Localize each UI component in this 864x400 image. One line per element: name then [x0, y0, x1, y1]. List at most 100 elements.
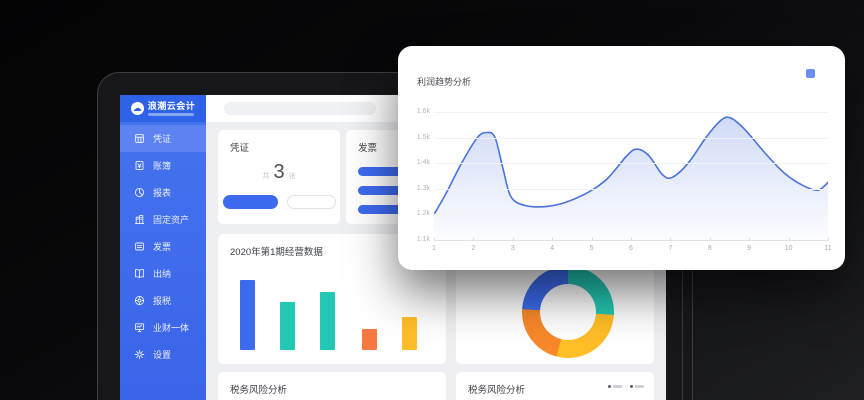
operating-bar: [402, 317, 417, 350]
legend-dot-icon: [630, 385, 633, 388]
x-axis-tick: [631, 238, 632, 241]
trend-line: [434, 116, 828, 216]
x-axis-tick: [512, 238, 514, 241]
x-axis-label: 7: [668, 245, 673, 252]
donut-hole: [540, 284, 596, 340]
voucher-card-title: 凭证: [230, 143, 250, 154]
tax-risk-card-right: 税务风险分析: [456, 372, 654, 400]
y-axis-label: 1.4k: [416, 159, 430, 167]
cloud-logo-icon: ☁: [130, 102, 144, 115]
report-icon: [134, 187, 145, 198]
expense-donut-chart: [522, 266, 614, 358]
tax-risk-card-left: 税务风险分析: [218, 372, 446, 400]
gridline: [434, 214, 828, 216]
x-axis-tick: [670, 238, 672, 241]
brand-name: 浪潮云会计: [147, 101, 196, 112]
sidebar-item-integration[interactable]: 业财一体: [120, 314, 206, 341]
y-axis-label: 1.1k: [416, 236, 430, 243]
sidebar-item-label: 凭证: [153, 134, 172, 144]
voucher-primary-button[interactable]: [222, 195, 278, 209]
sidebar-item-label: 报税: [153, 296, 172, 306]
legend-dot-icon: [608, 385, 611, 388]
sidebar-item-label: 业财一体: [153, 323, 190, 333]
voucher-count-value: 3: [273, 161, 285, 183]
x-axis-tick: [473, 238, 475, 241]
x-axis-label: 4: [550, 245, 555, 252]
sidebar-item-ledger[interactable]: 账簿: [120, 152, 206, 179]
voucher-card: 凭证 共 3 张: [218, 130, 340, 224]
voucher-count: 共 3 张: [218, 161, 340, 184]
settings-icon: [134, 349, 145, 360]
ledger-icon: [134, 160, 145, 171]
sidebar-item-settings[interactable]: 设置: [120, 341, 206, 368]
invoice-icon: [134, 241, 145, 252]
operating-bar: [362, 329, 377, 350]
profit-trend-title: 利润趋势分析: [417, 77, 472, 87]
sidebar-item-tax[interactable]: 报税: [120, 287, 206, 314]
sidebar-item-label: 报表: [153, 188, 172, 198]
fixed-assets-icon: [134, 214, 145, 225]
x-axis-label: 1: [432, 245, 436, 252]
sidebar-item-report[interactable]: 报表: [120, 179, 206, 206]
legend-label-skeleton: [613, 385, 622, 388]
x-axis-label: 3: [510, 245, 515, 252]
sidebar-item-label: 固定资产: [153, 215, 190, 225]
tax-icon: [134, 295, 145, 306]
voucher-secondary-button[interactable]: [286, 195, 336, 209]
sidebar-item-label: 设置: [153, 350, 172, 360]
sidebar-item-cashier[interactable]: 出纳: [120, 260, 206, 287]
profit-trend-chart: 1.6k 1.5k 1.4k 1.3k 1.2k 1.1k 1 2 3 4 5 6 7 8 9 10 11: [412, 106, 832, 258]
brand-tagline: [147, 113, 194, 116]
search-bar[interactable]: [224, 102, 376, 115]
x-axis-tick: [788, 238, 790, 241]
sidebar-item-label: 发票: [153, 242, 172, 252]
sidebar-nav: 凭证账簿报表固定资产发票出纳报税业财一体设置: [120, 122, 206, 400]
sidebar-item-label: 出纳: [153, 269, 172, 279]
x-axis-label: 2: [471, 245, 476, 252]
y-axis-label: 1.6k: [416, 108, 430, 115]
cashier-icon: [134, 268, 145, 279]
chart-legend: [608, 385, 644, 388]
x-axis-label: 9: [747, 245, 752, 252]
sidebar-item-invoice[interactable]: 发票: [120, 233, 206, 260]
x-axis-tick: [709, 238, 711, 241]
sidebar-item-voucher[interactable]: 凭证: [120, 125, 206, 152]
trend-area: [434, 117, 828, 240]
gridline: [434, 112, 828, 113]
profit-trend-card: 利润趋势分析 1.6k 1.5k 1.4k 1.3k 1.2k 1.1k 1 2 3 4 5 6 7 8 9…: [398, 46, 845, 270]
voucher-icon: [134, 133, 145, 144]
gridline: [434, 188, 828, 190]
y-axis-label: 1.2k: [416, 210, 430, 218]
operating-bar: [320, 292, 335, 350]
gridline: [434, 163, 828, 165]
tax-right-title: 税务风险分析: [468, 385, 526, 396]
y-axis-label: 1.5k: [416, 133, 430, 141]
x-axis-label: 11: [824, 245, 832, 252]
x-axis-label: 6: [629, 245, 633, 252]
x-axis-tick: [591, 238, 593, 241]
x-axis-label: 10: [784, 245, 793, 252]
x-axis-label: 5: [589, 245, 594, 252]
legend-marker[interactable]: [806, 69, 815, 78]
x-axis-tick: [828, 238, 829, 241]
invoice-card-title: 发票: [358, 143, 378, 154]
x-axis-tick: [434, 238, 435, 241]
operating-bar: [280, 302, 295, 350]
voucher-count-suffix: 张: [288, 173, 296, 180]
voucher-count-prefix: 共: [262, 173, 270, 180]
invoice-bar: [358, 186, 416, 195]
legend-label-skeleton: [635, 385, 644, 388]
app-logo: ☁ 浪潮云会计: [120, 95, 206, 122]
operating-bar: [240, 280, 255, 350]
sidebar-item-fixed-assets[interactable]: 固定资产: [120, 206, 206, 233]
x-axis-tick: [749, 238, 751, 241]
x-axis-tick: [552, 238, 554, 241]
operating-bar-chart: [218, 278, 446, 350]
sidebar-item-label: 账簿: [153, 161, 172, 171]
y-axis-label: 1.3k: [416, 184, 430, 192]
tax-left-title: 税务风险分析: [230, 385, 288, 396]
operating-card-title: 2020年第1期经营数据: [230, 247, 323, 258]
gridline: [434, 137, 828, 139]
x-axis-label: 8: [707, 245, 712, 252]
